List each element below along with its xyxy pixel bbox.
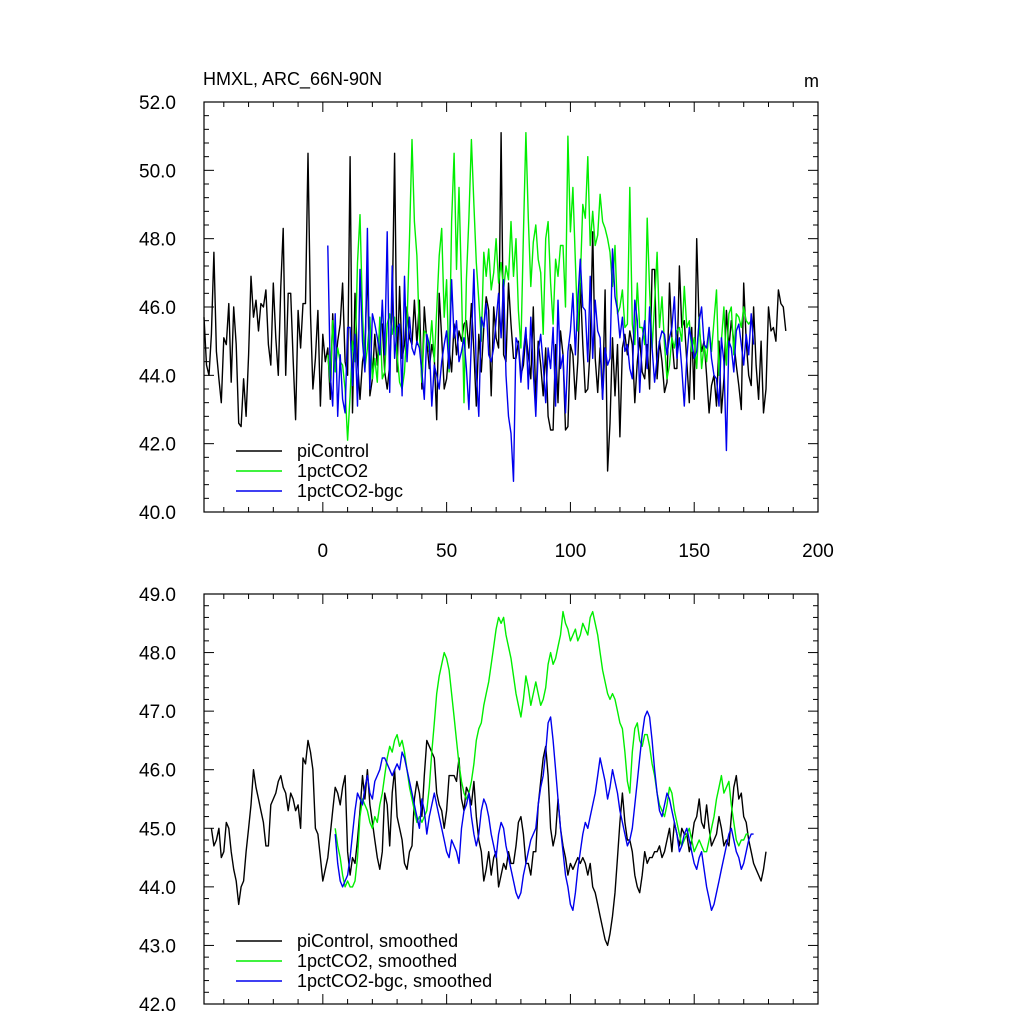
y-tick-label: 44.0: [139, 878, 176, 899]
legend-label: piControl, smoothed: [297, 931, 458, 951]
bottom-y-tick-labels: 42.0 43.0 44.0 45.0 46.0 47.0 48.0 49.0: [139, 585, 176, 1016]
y-tick-label: 40.0: [139, 503, 176, 524]
y-tick-label: 47.0: [139, 702, 176, 723]
legend-label: 1pctCO2-bgc: [297, 481, 403, 501]
y-tick-label: 50.0: [139, 161, 176, 182]
top-axis-ticks: [204, 101, 819, 513]
y-tick-label: 44.0: [139, 366, 176, 387]
top-x-tick-labels: 0 50 100 150 200: [318, 541, 834, 562]
y-tick-label: 43.0: [139, 936, 176, 957]
chart-title: HMXL, ARC_66N-90N: [203, 69, 382, 90]
y-tick-label: 48.0: [139, 230, 176, 251]
legend-label: 1pctCO2: [297, 461, 368, 481]
y-tick-label: 46.0: [139, 298, 176, 319]
x-tick-label: 200: [802, 541, 834, 562]
series-line-1: [327, 131, 752, 441]
y-tick-label: 49.0: [139, 585, 176, 606]
y-tick-label: 42.0: [139, 435, 176, 456]
bottom-axis-ticks: [204, 593, 819, 1005]
y-tick-label: 46.0: [139, 761, 176, 782]
x-tick-label: 100: [555, 541, 587, 562]
units-label: m: [804, 71, 819, 91]
series-line-0: [203, 131, 787, 472]
bottom-series-lines: [210, 610, 767, 947]
legend-label: 1pctCO2-bgc, smoothed: [297, 971, 492, 991]
y-tick-label: 45.0: [139, 819, 176, 840]
series-line-2: [334, 710, 754, 911]
x-tick-label: 0: [318, 541, 329, 562]
x-tick-label: 150: [678, 541, 710, 562]
series-line-0: [210, 739, 767, 947]
plot-frame-bottom: [203, 593, 819, 1005]
bottom-panel: 42.0 43.0 44.0 45.0 46.0 47.0 48.0 49.0 piContr…: [139, 585, 819, 1016]
y-tick-label: 42.0: [139, 995, 176, 1016]
top-series-lines: [203, 131, 787, 482]
y-tick-label: 52.0: [139, 93, 176, 114]
series-line-1: [334, 610, 749, 888]
y-tick-label: 48.0: [139, 644, 176, 665]
top-panel: HMXL, ARC_66N-90N m 40.0 42.0 44.0 46.0 48.0…: [139, 69, 834, 562]
series-line-2: [327, 227, 755, 482]
legend-label: 1pctCO2, smoothed: [297, 951, 457, 971]
top-y-tick-labels: 40.0 42.0 44.0 46.0 48.0 50.0 52.0: [139, 93, 176, 524]
legend-label: piControl: [297, 441, 369, 461]
x-tick-label: 50: [436, 541, 457, 562]
